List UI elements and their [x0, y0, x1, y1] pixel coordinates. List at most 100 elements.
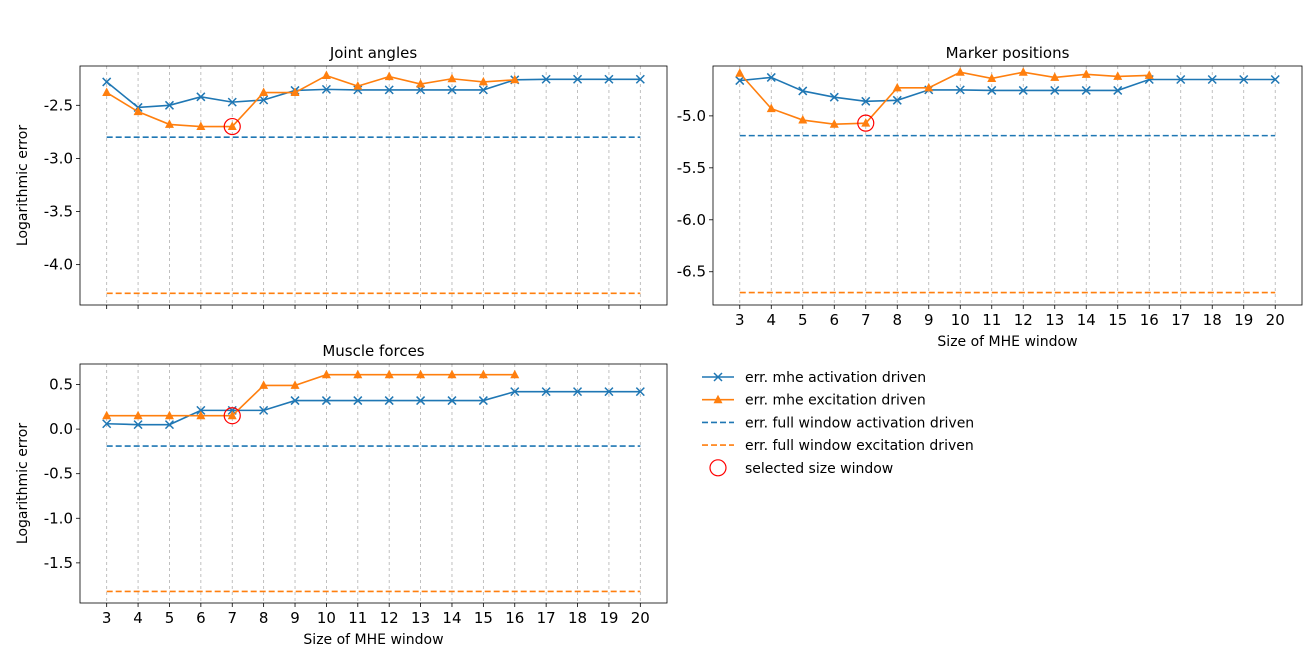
- muscle-forces-xtick-label: 10: [317, 609, 336, 627]
- joint-angles-ylabel: Logarithmic error: [15, 125, 31, 246]
- muscle-forces-err-mhe-activation-driven-point: [447, 396, 457, 406]
- muscle-forces-ytick-label: 0.5: [49, 376, 73, 394]
- muscle-forces-ytick-label: 0.0: [49, 420, 73, 438]
- muscle-forces-err-mhe-activation-driven-point: [259, 405, 269, 415]
- joint-angles-err-mhe-activation-driven-point: [227, 97, 237, 107]
- joint-angles-ytick-label: -2.5: [44, 96, 73, 114]
- muscle-forces-xtick-label: 17: [537, 609, 556, 627]
- marker-positions-err-mhe-excitation-driven-point: [1144, 70, 1154, 79]
- muscle-forces-err-mhe-excitation-driven-point: [416, 369, 426, 379]
- marker-positions-err-mhe-activation-driven-point: [1176, 74, 1186, 85]
- marker-positions-xtick-label: 10: [951, 311, 970, 329]
- marker-positions-err-mhe-excitation-driven-point: [829, 119, 839, 128]
- muscle-forces-err-mhe-activation-driven-point: [321, 396, 331, 406]
- joint-angles-err-mhe-excitation-driven-point: [353, 81, 363, 90]
- joint-angles-err-mhe-activation-driven-point: [604, 74, 614, 84]
- muscle-forces-xtick-label: 11: [348, 609, 367, 627]
- joint-angles-err-mhe-activation-driven-point: [541, 74, 551, 84]
- marker-positions-xtick-label: 19: [1234, 311, 1253, 329]
- marker-positions-err-mhe-excitation-driven-point: [798, 115, 808, 124]
- marker-positions-err-mhe-excitation-driven-point: [955, 67, 965, 76]
- joint-angles-panel: -2.5 -3.0 -3.5 -4.0 Joint angles Logarithmic …: [15, 44, 668, 309]
- joint-angles-err-mhe-excitation-driven-point: [227, 121, 237, 131]
- muscle-forces-err-mhe-activation-driven-point: [164, 420, 174, 430]
- muscle-forces-err-mhe-activation-driven-point: [541, 387, 551, 397]
- joint-angles-err-mhe-excitation-driven-point: [259, 87, 269, 97]
- legend-err-mhe-excitation-driven-label: err. mhe excitation driven: [745, 393, 926, 409]
- marker-positions-err-mhe-activation-driven-point: [1239, 74, 1249, 85]
- muscle-forces-err-mhe-activation-driven-line: [106, 390, 641, 426]
- joint-angles-err-mhe-excitation-driven-point: [164, 119, 174, 128]
- marker-positions-ytick-label: -6.5: [677, 263, 706, 281]
- joint-angles-err-mhe-excitation-driven-point: [196, 121, 206, 131]
- joint-angles-err-mhe-excitation-driven-point: [290, 87, 300, 97]
- muscle-forces-err-mhe-activation-driven-point: [604, 387, 614, 397]
- joint-angles-ytick-label: -3.0: [44, 149, 73, 167]
- marker-positions-xlabel: Size of MHE window: [937, 334, 1077, 350]
- legend: err. mhe activation driven err. mhe excit…: [702, 370, 974, 477]
- marker-positions-xtick-label: 7: [861, 311, 871, 329]
- marker-positions-ytick-label: -5.5: [677, 159, 706, 177]
- marker-positions-axes-frame: [712, 65, 1303, 306]
- marker-positions-xtick-label: 12: [1014, 311, 1033, 329]
- marker-positions-err-mhe-activation-driven-point: [1050, 85, 1060, 95]
- marker-positions-panel: 3 4 5 6 7 8 9 10 11 12 13 14 15 16 17 18 19 20 -5.0 -5.5 -6.…: [677, 44, 1303, 350]
- joint-angles-err-mhe-activation-driven-point: [384, 85, 394, 95]
- marker-positions-err-mhe-activation-driven-point: [1081, 85, 1091, 95]
- muscle-forces-ytick-label: -1.0: [44, 509, 73, 527]
- muscle-forces-xtick-label: 7: [227, 609, 237, 627]
- muscle-forces-xtick-label: 12: [380, 609, 399, 627]
- muscle-forces-xtick-label: 13: [411, 609, 430, 627]
- legend-selected-size-window-swatch: [709, 459, 727, 477]
- marker-positions-err-mhe-activation-driven-point: [1270, 74, 1280, 85]
- joint-angles-err-mhe-excitation-driven-line: [106, 74, 515, 128]
- muscle-forces-xtick-label: 8: [259, 609, 269, 627]
- marker-positions-err-mhe-excitation-driven-point: [1050, 72, 1060, 81]
- marker-positions-xtick-label: 3: [735, 311, 745, 329]
- marker-positions-err-mhe-excitation-driven-point: [735, 68, 745, 77]
- marker-positions-err-mhe-excitation-driven-point: [1081, 69, 1091, 78]
- marker-positions-xtick-label: 6: [829, 311, 839, 329]
- muscle-forces-xtick-label: 19: [599, 609, 618, 627]
- marker-positions-err-mhe-excitation-driven-point: [766, 103, 776, 113]
- marker-positions-xtick-label: 11: [982, 311, 1001, 329]
- marker-positions-err-mhe-excitation-driven-point: [1113, 71, 1123, 80]
- muscle-forces-xtick-label: 15: [474, 609, 493, 627]
- muscle-forces-err-mhe-excitation-driven-point: [196, 410, 206, 420]
- joint-angles-err-mhe-activation-driven-point: [573, 74, 583, 84]
- legend-err-mhe-activation-driven-label: err. mhe activation driven: [745, 370, 926, 386]
- muscle-forces-err-mhe-activation-driven-point: [196, 405, 206, 415]
- joint-angles-err-mhe-excitation-driven-point: [416, 79, 426, 88]
- marker-positions-xtick-label: 4: [766, 311, 776, 329]
- marker-positions-err-mhe-excitation-driven-point: [987, 73, 997, 82]
- muscle-forces-selected-size-window-marker: [223, 407, 241, 425]
- joint-angles-err-mhe-activation-driven-point: [259, 95, 269, 105]
- muscle-forces-axes-frame: [79, 363, 668, 604]
- joint-angles-err-mhe-excitation-driven-point: [321, 70, 331, 80]
- marker-positions-xtick-label: 18: [1203, 311, 1222, 329]
- muscle-forces-ytick-label: -1.5: [44, 554, 73, 572]
- muscle-forces-err-mhe-excitation-driven-point: [133, 410, 143, 420]
- legend-err-full-window-activation-driven-label: err. full window activation driven: [745, 415, 974, 431]
- muscle-forces-title: Muscle forces: [322, 342, 424, 360]
- marker-positions-err-mhe-activation-driven-point: [955, 85, 965, 95]
- legend-err-mhe-excitation-driven-marker: [713, 394, 723, 404]
- muscle-forces-err-mhe-excitation-driven-point: [102, 410, 112, 420]
- marker-positions-xtick-label: 9: [924, 311, 934, 329]
- marker-positions-err-mhe-activation-driven-point: [987, 85, 997, 95]
- marker-positions-xtick-label: 5: [798, 311, 808, 329]
- muscle-forces-err-mhe-excitation-driven-point: [384, 369, 394, 379]
- muscle-forces-err-mhe-activation-driven-point: [416, 396, 426, 406]
- muscle-forces-ytick-label: -0.5: [44, 465, 73, 483]
- joint-angles-err-mhe-excitation-driven-point: [102, 87, 112, 97]
- joint-angles-err-mhe-activation-driven-point: [478, 85, 488, 95]
- muscle-forces-err-mhe-excitation-driven-point: [353, 369, 363, 379]
- marker-positions-err-mhe-activation-driven-point: [1113, 85, 1123, 95]
- muscle-forces-xtick-label: 16: [505, 609, 524, 627]
- muscle-forces-err-mhe-excitation-driven-point: [227, 410, 237, 420]
- muscle-forces-xtick-label: 20: [631, 609, 650, 627]
- joint-angles-ytick-label: -4.0: [44, 256, 73, 274]
- muscle-forces-xtick-label: 14: [442, 609, 461, 627]
- legend-selected-size-window-label: selected size window: [745, 461, 893, 477]
